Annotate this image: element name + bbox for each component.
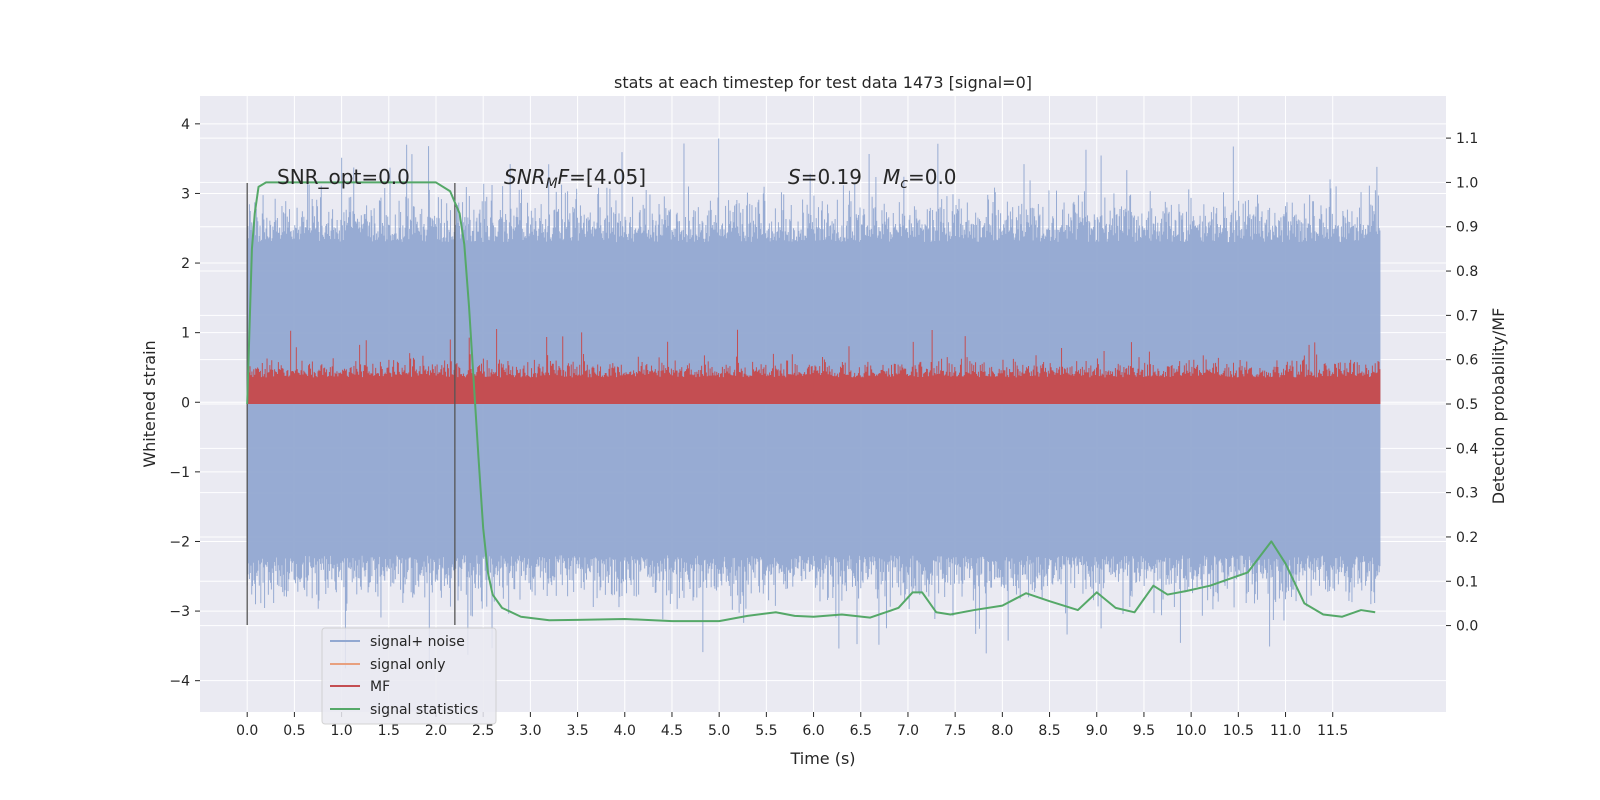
- snr-mf-annotation: SNRMF=[4.05]: [504, 165, 646, 192]
- x-tick-label: 3.5: [566, 723, 588, 739]
- snr-mf-subscript: M: [546, 176, 558, 192]
- legend-label-mf: MF: [370, 679, 390, 695]
- x-tick-label: 5.0: [708, 723, 730, 739]
- y-tick-label: −2: [169, 534, 190, 550]
- x-tick-label: 1.5: [378, 723, 400, 739]
- x-tick-label: 8.0: [991, 723, 1013, 739]
- y-tick-label: −1: [169, 465, 190, 481]
- x-tick-label: 1.0: [330, 723, 352, 739]
- y-tick-label: −3: [169, 604, 190, 620]
- legend-label-signal-only: signal only: [370, 657, 445, 673]
- signal-statistics-line: [246, 181, 1376, 623]
- snr-mf-value: =[4.05]: [569, 165, 646, 189]
- x-tick-label: 10.0: [1176, 723, 1207, 739]
- s-label: S: [788, 165, 801, 189]
- legend-label-signal-statistics: signal statistics: [370, 702, 478, 718]
- legend-label-signal-noise: signal+ noise: [370, 634, 465, 650]
- y-axis-ticks: −4 −3 −2 −1 0 1 2 3 4: [169, 117, 200, 690]
- s-value: =0.19: [801, 165, 862, 189]
- x-tick-label: 0.0: [236, 723, 258, 739]
- y-tick-label: 0: [181, 395, 190, 411]
- x-tick-label: 8.5: [1038, 723, 1060, 739]
- mc-annotation: Mc=0.0: [883, 165, 957, 192]
- mc-label: M: [883, 165, 900, 189]
- x-tick-label: 7.5: [944, 723, 966, 739]
- y-tick-label: 2: [181, 256, 190, 272]
- x-tick-label: 4.0: [614, 723, 636, 739]
- y2-tick-label: 0.3: [1456, 486, 1478, 502]
- y2-tick-label: 0.2: [1456, 530, 1478, 546]
- x-tick-label: 5.5: [755, 723, 777, 739]
- y-axis-label: Whitened strain: [140, 340, 159, 467]
- y-tick-label: 4: [181, 117, 190, 133]
- y2-tick-label: 0.4: [1456, 441, 1478, 457]
- snr-mf-label: SNR: [504, 165, 546, 189]
- legend: signal+ noise signal only MF signal stat…: [321, 627, 497, 725]
- x-tick-label: 10.5: [1223, 723, 1254, 739]
- snr-mf-mid: F: [558, 165, 570, 189]
- legend-box: [321, 627, 497, 725]
- x-tick-label: 4.5: [661, 723, 683, 739]
- x-tick-label: 11.0: [1270, 723, 1301, 739]
- y2-tick-label: 0.0: [1456, 619, 1478, 635]
- signal-statistics-series: [246, 181, 1376, 623]
- x-tick-label: 9.0: [1086, 723, 1108, 739]
- y2-tick-label: 0.7: [1456, 308, 1478, 324]
- x-tick-label: 2.5: [472, 723, 494, 739]
- y2-tick-label: 1.1: [1456, 131, 1478, 147]
- y2-tick-label: 1.0: [1456, 175, 1478, 191]
- x-tick-label: 3.0: [519, 723, 541, 739]
- y2-tick-label: 0.8: [1456, 264, 1478, 280]
- y-tick-label: −4: [169, 674, 190, 690]
- x-tick-label: 9.5: [1133, 723, 1155, 739]
- vertical-markers: [246, 183, 456, 625]
- mc-value: =0.0: [908, 165, 957, 189]
- y2-tick-label: 0.1: [1456, 574, 1478, 590]
- mc-subscript: c: [900, 176, 908, 192]
- y-tick-label: 3: [181, 186, 190, 202]
- x-axis-label: Time (s): [789, 749, 855, 768]
- x-tick-label: 6.0: [802, 723, 824, 739]
- s-annotation: S=0.19: [788, 165, 862, 189]
- x-tick-label: 6.5: [850, 723, 872, 739]
- y2-tick-label: 0.9: [1456, 220, 1478, 236]
- y2-tick-label: 0.5: [1456, 397, 1478, 413]
- y2-axis-ticks: 0.0 0.1 0.2 0.3 0.4 0.5 0.6 0.7 0.8 0.9 1.0 1.1: [1446, 131, 1478, 635]
- x-tick-label: 2.0: [425, 723, 447, 739]
- y2-tick-label: 0.6: [1456, 353, 1478, 369]
- x-tick-label: 0.5: [283, 723, 305, 739]
- x-tick-label: 7.0: [897, 723, 919, 739]
- snr-opt-annotation: SNR_opt=0.0: [277, 165, 410, 189]
- x-tick-label: 11.5: [1317, 723, 1348, 739]
- x-axis-ticks: 0.0 0.5 1.0 1.5 2.0 2.5 3.0 3.5 4.0 4.5 5.0 5.5 6.0 6…: [236, 712, 1348, 739]
- y-tick-label: 1: [181, 326, 190, 342]
- chart-title: stats at each timestep for test data 147…: [614, 73, 1032, 92]
- y2-axis-label: Detection probability/MF: [1489, 308, 1508, 505]
